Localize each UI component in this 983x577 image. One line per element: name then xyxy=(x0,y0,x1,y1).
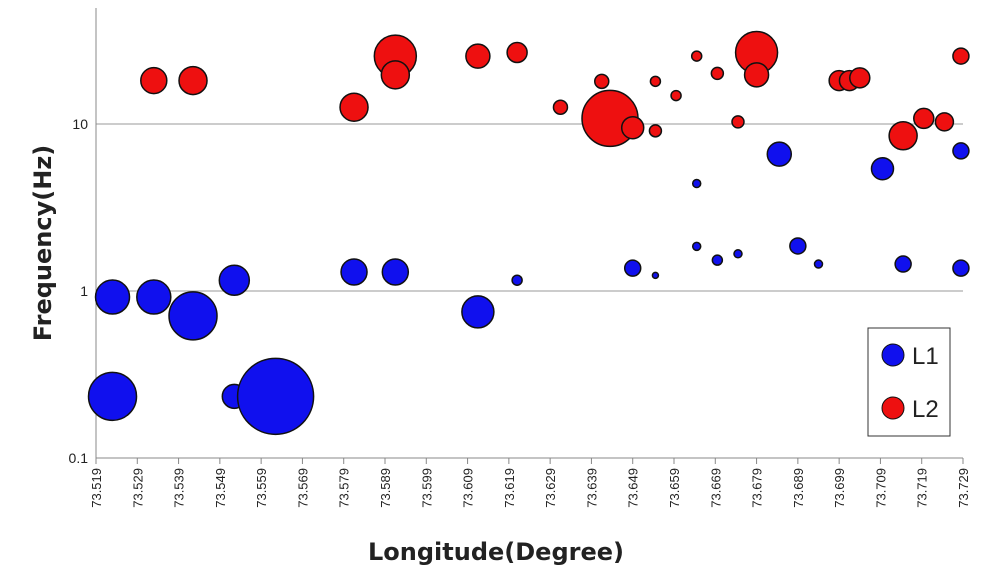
bubble-l1 xyxy=(691,241,702,252)
x-tick-label: 73.599 xyxy=(419,468,434,508)
bubble-l2 xyxy=(620,115,645,140)
legend-label-l1: L1 xyxy=(912,343,939,370)
bubble-l2 xyxy=(670,89,682,102)
x-tick-labels: 73.519 73.529 73.539 73.549 73.559 73.569 73.5… xyxy=(89,468,971,508)
y-tick-label: 1 xyxy=(80,283,88,299)
bubble-l1 xyxy=(733,249,743,259)
x-tick-label: 73.669 xyxy=(708,468,723,508)
bubble-l2 xyxy=(913,107,935,130)
bubble-l1 xyxy=(236,357,315,436)
bubble-l1 xyxy=(952,142,970,160)
x-axis-title: Longitude(Degree) xyxy=(368,538,624,566)
bubble-l1 xyxy=(813,259,824,269)
legend-marker-l2 xyxy=(881,396,905,420)
x-tick-label: 73.639 xyxy=(584,468,599,508)
bubble-l1 xyxy=(381,258,410,286)
bubble-l2 xyxy=(710,66,725,81)
bubble-l2 xyxy=(594,73,610,90)
bubble-l1 xyxy=(691,178,702,189)
bubble-l1 xyxy=(952,259,970,277)
legend: L1 L2 xyxy=(867,327,951,437)
x-tick-label: 73.549 xyxy=(213,468,228,508)
x-tick-label: 73.719 xyxy=(915,468,930,508)
bubble-l1 xyxy=(894,255,912,273)
bubble-l2 xyxy=(506,41,528,64)
legend-marker-l1 xyxy=(881,343,905,367)
x-tick-label: 73.579 xyxy=(337,468,352,508)
x-tick-label: 73.649 xyxy=(626,468,641,508)
bubble-l1 xyxy=(711,254,724,266)
bubble-l2 xyxy=(178,65,208,96)
bubble-l2 xyxy=(743,62,770,88)
bubble-l1 xyxy=(623,259,642,277)
x-tick-label: 73.629 xyxy=(543,468,558,508)
bubble-l1 xyxy=(789,237,807,255)
bubble-l2 xyxy=(649,75,662,88)
bubble-l2 xyxy=(465,43,491,69)
x-tick-label: 73.529 xyxy=(130,468,145,508)
bubble-l2 xyxy=(140,66,168,95)
legend-label-l2: L2 xyxy=(912,396,939,423)
x-tick-label: 73.519 xyxy=(89,468,104,508)
bubble-l1 xyxy=(94,279,131,315)
bubble-l1 xyxy=(511,274,523,286)
bubble-l1 xyxy=(168,291,218,341)
y-axis-title: Frequency(Hz) xyxy=(29,145,57,341)
x-tick-label: 73.589 xyxy=(378,468,393,508)
x-tick-label: 73.699 xyxy=(832,468,847,508)
x-tick-label: 73.559 xyxy=(254,468,269,508)
x-tick-label: 73.709 xyxy=(873,468,888,508)
x-tick-label: 73.659 xyxy=(667,468,682,508)
bubble-l2 xyxy=(934,112,955,132)
x-tick-label: 73.729 xyxy=(956,468,971,508)
bubble-l1 xyxy=(87,371,138,422)
x-tick-label: 73.569 xyxy=(295,468,310,508)
axes xyxy=(95,8,964,464)
y-tick-labels: 0.1 1 10 xyxy=(69,116,89,466)
bubble-l2 xyxy=(380,60,411,90)
bubble-l2 xyxy=(952,47,970,65)
legend-box xyxy=(867,327,951,437)
x-tick-label: 73.539 xyxy=(172,468,187,508)
bubble-l1 xyxy=(136,279,172,315)
bubble-l1 xyxy=(766,141,793,167)
bubble-l1 xyxy=(218,264,251,296)
bubble-l2 xyxy=(888,121,918,151)
y-tick-label: 0.1 xyxy=(69,450,89,466)
bubble-l2 xyxy=(648,124,663,138)
x-tick-label: 73.689 xyxy=(791,468,806,508)
bubble-l2 xyxy=(552,99,569,115)
bubble-l2 xyxy=(849,67,871,89)
y-tick-label: 10 xyxy=(72,116,88,132)
bubble-l2 xyxy=(731,115,745,129)
bubble-l1 xyxy=(461,295,495,329)
bubble-l1 xyxy=(651,271,660,280)
grid-lines xyxy=(96,123,963,292)
bubble-l2 xyxy=(690,50,703,62)
x-tick-label: 73.609 xyxy=(461,468,476,508)
x-tick-label: 73.679 xyxy=(750,468,765,508)
x-tick-label: 73.619 xyxy=(502,468,517,508)
bubble-l1 xyxy=(870,156,895,181)
bubble-l2 xyxy=(339,92,369,122)
bubble-l1 xyxy=(340,258,368,286)
bubbles xyxy=(87,30,970,436)
